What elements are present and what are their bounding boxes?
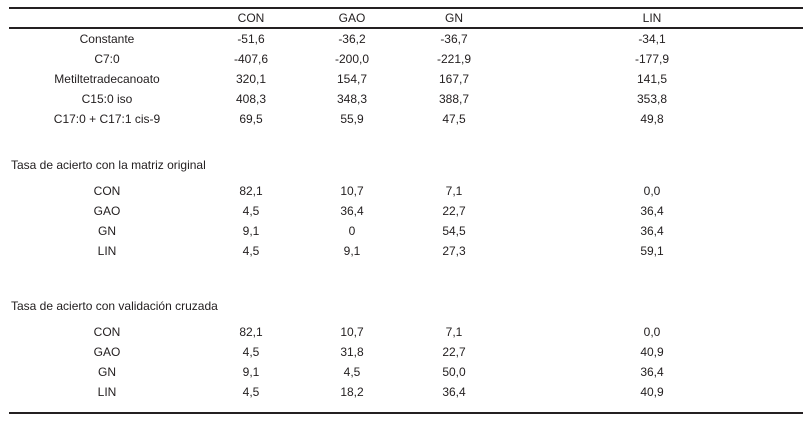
cell-value: -51,6: [237, 32, 265, 46]
cell-value: 40,9: [640, 345, 664, 359]
row-label: C17:0 + C17:1 cis-9: [53, 112, 161, 126]
section-title-row: Tasa de acierto con validación cruzada: [9, 291, 803, 322]
cell-value: 388,7: [438, 92, 470, 106]
cell-value: 18,2: [340, 385, 364, 399]
section-data-row: GAO 4,5 31,8 22,7 40,9: [9, 342, 803, 362]
column-header-con: CON: [205, 8, 297, 29]
column-header-gao: GAO: [297, 8, 407, 29]
cell-value: 50,0: [442, 365, 466, 379]
cell-value: 4,5: [343, 365, 361, 379]
cell-value: 69,5: [239, 112, 263, 126]
cell-value: 9,1: [343, 244, 361, 258]
coefficient-row: C17:0 + C17:1 cis-9 69,5 55,9 47,5 49,8: [9, 109, 803, 129]
row-label: Constante: [79, 32, 135, 46]
cell-value: 22,7: [442, 345, 466, 359]
cell-value: 141,5: [636, 72, 668, 86]
section-data-row: CON 82,1 10,7 7,1 0,0: [9, 322, 803, 342]
row-label: C7:0: [94, 52, 120, 66]
section-data-row: LIN 4,5 9,1 27,3 59,1: [9, 241, 803, 261]
cell-value: 0,0: [643, 325, 661, 339]
coefficient-row: Constante -51,6 -36,2 -36,7 -34,1: [9, 28, 803, 49]
cell-value: 9,1: [242, 224, 260, 238]
column-header-lin: LIN: [501, 8, 803, 29]
coefficient-row: C15:0 iso 408,3 348,3 388,7 353,8: [9, 89, 803, 109]
cell-value: 82,1: [239, 325, 263, 339]
cell-value: 4,5: [242, 345, 260, 359]
row-label: CON: [93, 184, 121, 198]
cell-value: 49,8: [640, 112, 664, 126]
cell-value: 0,0: [643, 184, 661, 198]
row-label: LIN: [97, 244, 117, 258]
cell-value: 320,1: [235, 72, 267, 86]
cell-value: 408,3: [235, 92, 267, 106]
section-data-row: LIN 4,5 18,2 36,4 40,9: [9, 382, 803, 402]
section-title-row: Tasa de acierto con la matriz original: [9, 150, 803, 181]
cell-value: 31,8: [340, 345, 364, 359]
cell-value: 36,4: [640, 204, 664, 218]
section-data-row: GN 9,1 0 54,5 36,4: [9, 221, 803, 241]
row-label: GN: [98, 365, 116, 379]
cell-value: 167,7: [438, 72, 470, 86]
section-data-row: CON 82,1 10,7 7,1 0,0: [9, 181, 803, 201]
row-label: Metiltetradecanoato: [54, 72, 160, 86]
cell-value: 353,8: [636, 92, 668, 106]
corner-header-cell: [9, 8, 205, 29]
cell-value: -200,0: [334, 52, 370, 66]
cell-value: 36,4: [640, 224, 664, 238]
cell-value: -407,6: [233, 52, 269, 66]
row-label: GAO: [93, 345, 121, 359]
cell-value: 36,4: [340, 204, 364, 218]
cell-value: 10,7: [340, 325, 364, 339]
cell-value: 22,7: [442, 204, 466, 218]
results-table: CON GAO GN LIN Constante -51,6 -36,2 -36,7 -…: [9, 7, 803, 414]
row-label: CON: [93, 325, 121, 339]
cell-value: 47,5: [442, 112, 466, 126]
coefficient-row: Metiltetradecanoato 320,1 154,7 167,7 141,5: [9, 69, 803, 89]
cell-value: -36,7: [440, 32, 468, 46]
cell-value: 10,7: [340, 184, 364, 198]
cell-value: 36,4: [640, 365, 664, 379]
row-label: C15:0 iso: [81, 92, 133, 106]
cell-value: -177,9: [634, 52, 670, 66]
cell-value: 7,1: [445, 184, 463, 198]
cell-value: 4,5: [242, 244, 260, 258]
cell-value: -36,2: [338, 32, 366, 46]
cell-value: 4,5: [242, 204, 260, 218]
cell-value: 27,3: [442, 244, 466, 258]
cell-value: -221,9: [436, 52, 472, 66]
section-title: Tasa de acierto con validación cruzada: [11, 299, 218, 313]
cell-value: 9,1: [242, 365, 260, 379]
section-data-row: GAO 4,5 36,4 22,7 36,4: [9, 201, 803, 221]
cell-value: 82,1: [239, 184, 263, 198]
table-header-row: CON GAO GN LIN: [9, 8, 803, 29]
cell-value: 54,5: [442, 224, 466, 238]
cell-value: 0: [348, 224, 356, 238]
section-title: Tasa de acierto con la matriz original: [11, 158, 206, 172]
spacer-row: [9, 402, 803, 413]
table-body: Constante -51,6 -36,2 -36,7 -34,1 C7:0 -407,6 -…: [9, 28, 803, 413]
cell-value: 7,1: [445, 325, 463, 339]
cell-value: 4,5: [242, 385, 260, 399]
cell-value: 348,3: [336, 92, 368, 106]
row-label: GAO: [93, 204, 121, 218]
section-data-row: GN 9,1 4,5 50,0 36,4: [9, 362, 803, 382]
row-label: LIN: [97, 385, 117, 399]
coefficient-row: C7:0 -407,6 -200,0 -221,9 -177,9: [9, 49, 803, 69]
row-label: GN: [98, 224, 116, 238]
cell-value: 59,1: [640, 244, 664, 258]
cell-value: -34,1: [638, 32, 666, 46]
cell-value: 36,4: [442, 385, 466, 399]
cell-value: 154,7: [336, 72, 368, 86]
spacer-row: [9, 129, 803, 150]
cell-value: 40,9: [640, 385, 664, 399]
spacer-row: [9, 261, 803, 291]
cell-value: 55,9: [340, 112, 364, 126]
column-header-gn: GN: [407, 8, 501, 29]
